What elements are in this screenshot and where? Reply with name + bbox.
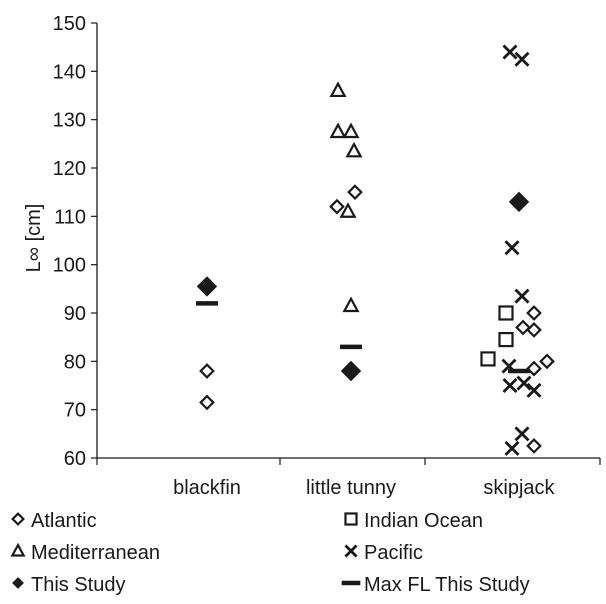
y-tick-label: 120 [53, 158, 86, 180]
x-stroke [514, 51, 530, 67]
y-tick-label: 70 [64, 400, 86, 422]
x-stroke [502, 44, 518, 60]
legend-label: Pacific [364, 542, 423, 564]
y-tick-label: 60 [64, 448, 86, 470]
x-stroke [344, 544, 358, 558]
x-stroke [514, 288, 530, 304]
point-atlantic [347, 184, 363, 201]
point-pacific [502, 44, 518, 60]
point-pacific [504, 240, 520, 256]
legend-item: Mediterranean [10, 542, 160, 564]
point-atlantic [329, 198, 345, 215]
x-tick-label: blackfin [173, 477, 241, 499]
x-stroke [504, 240, 520, 256]
point-atlantic [199, 363, 215, 379]
y-axis-title-group: L∞ [cm] [23, 204, 45, 273]
legend-label: Indian Ocean [364, 510, 483, 532]
point-pacific [514, 288, 530, 304]
legend-label: Atlantic [31, 510, 97, 532]
point-pacific [514, 51, 530, 67]
legend-marker [12, 577, 24, 589]
y-tick-label: 90 [64, 303, 86, 325]
legend-item: Indian Ocean [344, 510, 483, 532]
point-pacific [526, 382, 542, 398]
point-indian-ocean [480, 351, 496, 367]
point-atlantic [526, 322, 542, 338]
axes: 60 70 80 90 100 110 120 130 140 150 blackfin little… [53, 13, 601, 499]
y-tick-label: 80 [64, 351, 86, 373]
point-pacific [514, 426, 530, 442]
point-pacific [516, 375, 532, 391]
point-mediterranean [342, 122, 360, 139]
x-stroke [526, 382, 542, 398]
legend-marker [11, 512, 25, 526]
point-this-study [508, 191, 530, 213]
y-tick-label: 110 [54, 206, 86, 228]
y-tick-label: 130 [53, 110, 86, 132]
point-atlantic [515, 319, 531, 336]
x-tick-label: skipjack [483, 477, 555, 499]
x-stroke [514, 426, 530, 442]
legend-label: Max FL This Study [364, 574, 530, 596]
x-stroke [516, 375, 532, 391]
legend-item: Max FL This Study [341, 574, 530, 596]
x-stroke [502, 378, 518, 393]
point-pacific [504, 440, 520, 456]
point-atlantic [199, 394, 215, 411]
point-indian-ocean [498, 305, 514, 321]
legend: Atlantic Indian Ocean Mediterranean Pacific… [10, 510, 530, 596]
point-mediterranean [329, 81, 347, 98]
point-atlantic [526, 305, 542, 321]
y-tick-label: 150 [53, 13, 86, 35]
point-mediterranean [345, 141, 363, 158]
legend-marker [344, 544, 358, 558]
point-this-study [196, 276, 218, 297]
legend-label: This Study [31, 574, 125, 596]
point-mediterranean [329, 122, 347, 139]
x-stroke [504, 440, 520, 456]
point-mediterranean [342, 296, 360, 313]
legend-item: This Study [12, 574, 125, 596]
legend-marker [10, 542, 26, 557]
point-atlantic [539, 353, 555, 370]
legend-label: Mediterranean [31, 542, 160, 564]
point-this-study [340, 360, 362, 382]
y-axis-title: L∞ [cm] [23, 204, 45, 273]
y-tick-label: 100 [53, 255, 86, 277]
point-pacific [502, 378, 518, 393]
data-marks [196, 44, 555, 456]
x-tick-label: little tunny [306, 477, 396, 499]
x-stroke [501, 358, 517, 374]
legend-marker [344, 512, 358, 526]
point-atlantic [526, 438, 542, 454]
point-atlantic [526, 360, 542, 377]
point-indian-ocean [498, 331, 514, 348]
legend-item: Atlantic [11, 510, 97, 532]
y-tick-label: 140 [53, 61, 86, 83]
legend-item: Pacific [344, 542, 423, 564]
point-mediterranean [339, 202, 357, 218]
